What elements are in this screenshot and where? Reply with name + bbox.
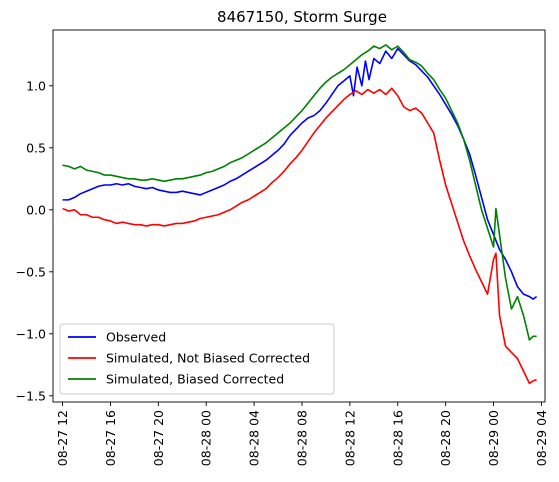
chart-title: 8467150, Storm Surge xyxy=(217,8,387,26)
x-tick-label: 08-29 00 xyxy=(486,410,501,466)
legend-box xyxy=(59,323,335,395)
x-tick-label: 08-28 16 xyxy=(390,410,405,466)
x-tick-label: 08-28 08 xyxy=(294,410,309,466)
legend-label: Simulated, Biased Corrected xyxy=(106,372,284,387)
x-tick-label: 08-28 04 xyxy=(247,410,262,466)
x-tick-label: 08-28 20 xyxy=(438,410,453,466)
legend-label: Simulated, Not Biased Corrected xyxy=(106,351,310,366)
y-tick-label: 1.0 xyxy=(26,78,46,93)
y-tick-label: −1.0 xyxy=(16,326,46,341)
x-tick-label: 08-28 00 xyxy=(199,410,214,466)
x-tick-label: 08-27 12 xyxy=(55,410,70,466)
x-tick-label: 08-28 12 xyxy=(342,410,357,466)
y-tick-label: −1.5 xyxy=(16,388,46,403)
y-tick-label: 0.5 xyxy=(26,140,46,155)
plot-area xyxy=(62,44,538,385)
x-tick-label: 08-27 20 xyxy=(151,410,166,466)
y-tick-label: 0.0 xyxy=(26,202,46,217)
axes: 1.0 0.5 0.0 −0.5 −1.0 −1.5 08-27 12 08-27 16 08-… xyxy=(16,29,549,466)
legend-label: Observed xyxy=(106,330,166,345)
series-line-3 xyxy=(62,44,537,341)
axes-frame xyxy=(52,29,546,403)
x-tick-label: 08-29 04 xyxy=(534,410,549,466)
x-tick-label: 08-27 16 xyxy=(103,410,118,466)
y-tick-label: −0.5 xyxy=(16,264,46,279)
legend: Observed Simulated, Not Biased Corrected S… xyxy=(59,323,335,395)
series-line-2 xyxy=(62,87,537,385)
